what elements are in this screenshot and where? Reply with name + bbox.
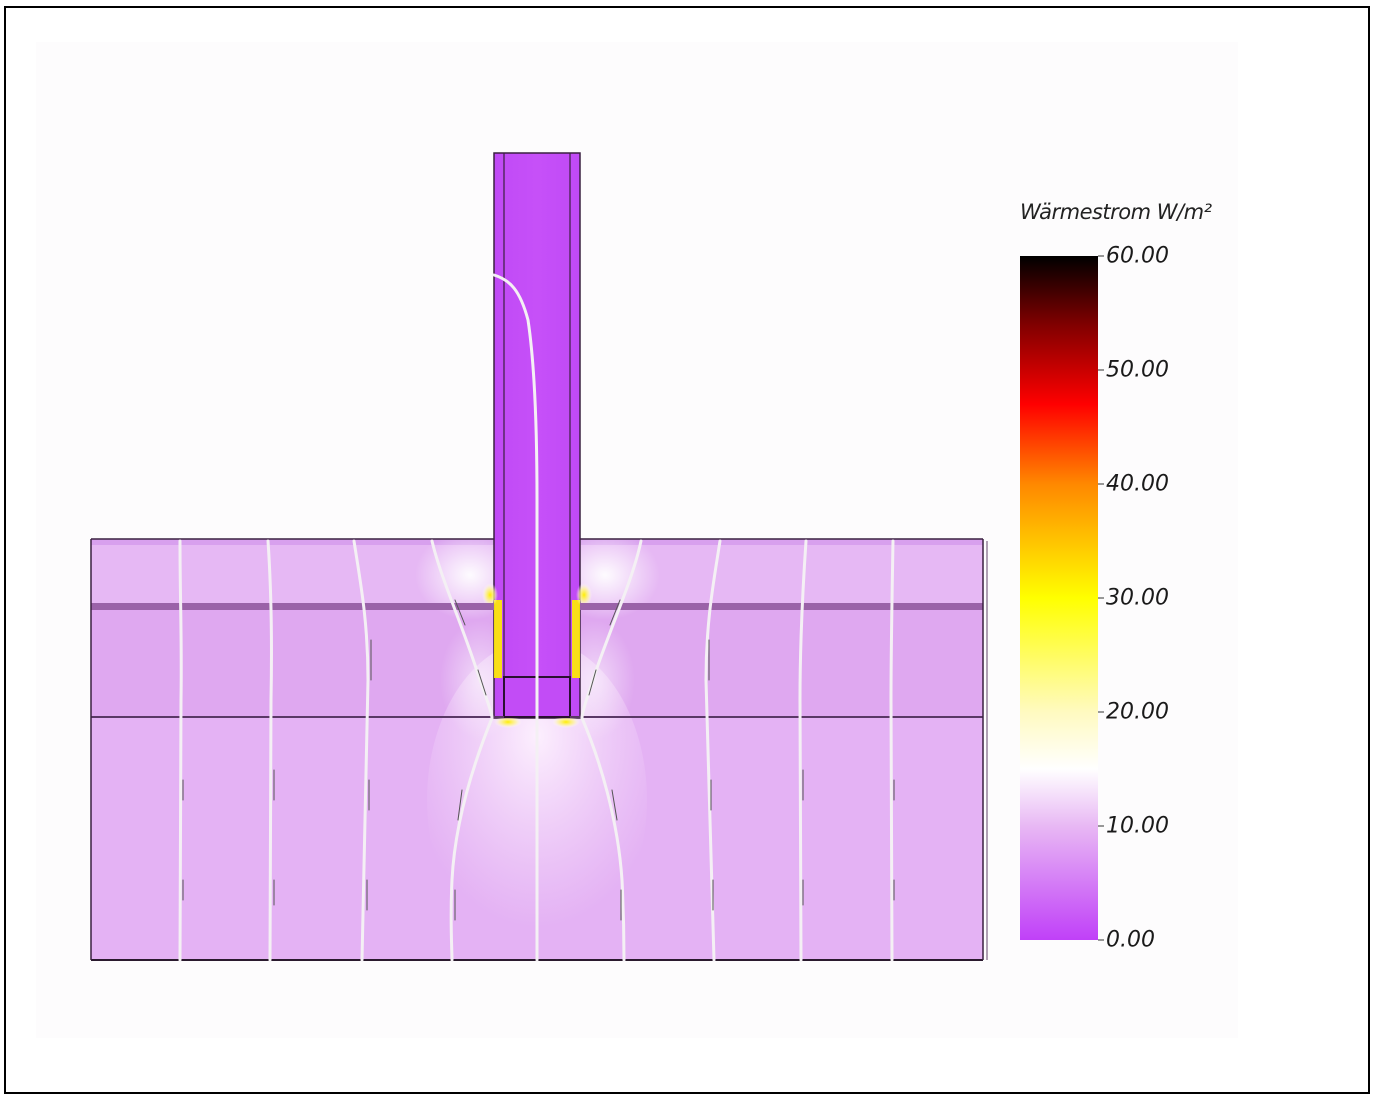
flow-line-7 <box>798 539 808 962</box>
legend-tick-label: 50.00 <box>1106 357 1169 383</box>
hotspot-right-bottom <box>552 716 580 728</box>
flow-line-4 <box>430 539 494 962</box>
membrane-layer-right <box>580 603 983 610</box>
flow-line-6 <box>704 539 722 962</box>
flow-line-1 <box>178 539 184 962</box>
legend-tick-label: 60.00 <box>1106 243 1169 269</box>
hotspot-left-bottom <box>494 716 522 728</box>
legend-tick-label: 0.00 <box>1106 927 1155 953</box>
hotspot-right-side <box>572 600 580 678</box>
flow-line-center-in-column <box>492 273 539 962</box>
legend-tick-label: 40.00 <box>1106 471 1169 497</box>
membrane-layer <box>91 603 494 610</box>
legend-title: Wärmestrom W/m² <box>1020 200 1212 224</box>
hotspot-left-side <box>494 600 502 678</box>
flow-line-2 <box>266 539 275 962</box>
legend-tick-label: 20.00 <box>1106 699 1169 725</box>
legend-tick-label: 30.00 <box>1106 585 1169 611</box>
heat-flow-lines <box>178 273 895 962</box>
hotspot-right-top <box>576 583 592 607</box>
legend-tick-marks <box>1098 255 1104 941</box>
flow-line-5 <box>580 539 643 962</box>
hotspot-left-top <box>482 583 498 607</box>
legend-tick-label: 10.00 <box>1106 813 1169 839</box>
legend-colorbar <box>1020 256 1098 940</box>
figure-frame <box>4 6 1370 1094</box>
flow-line-3 <box>352 539 372 962</box>
flow-line-8 <box>889 539 895 962</box>
